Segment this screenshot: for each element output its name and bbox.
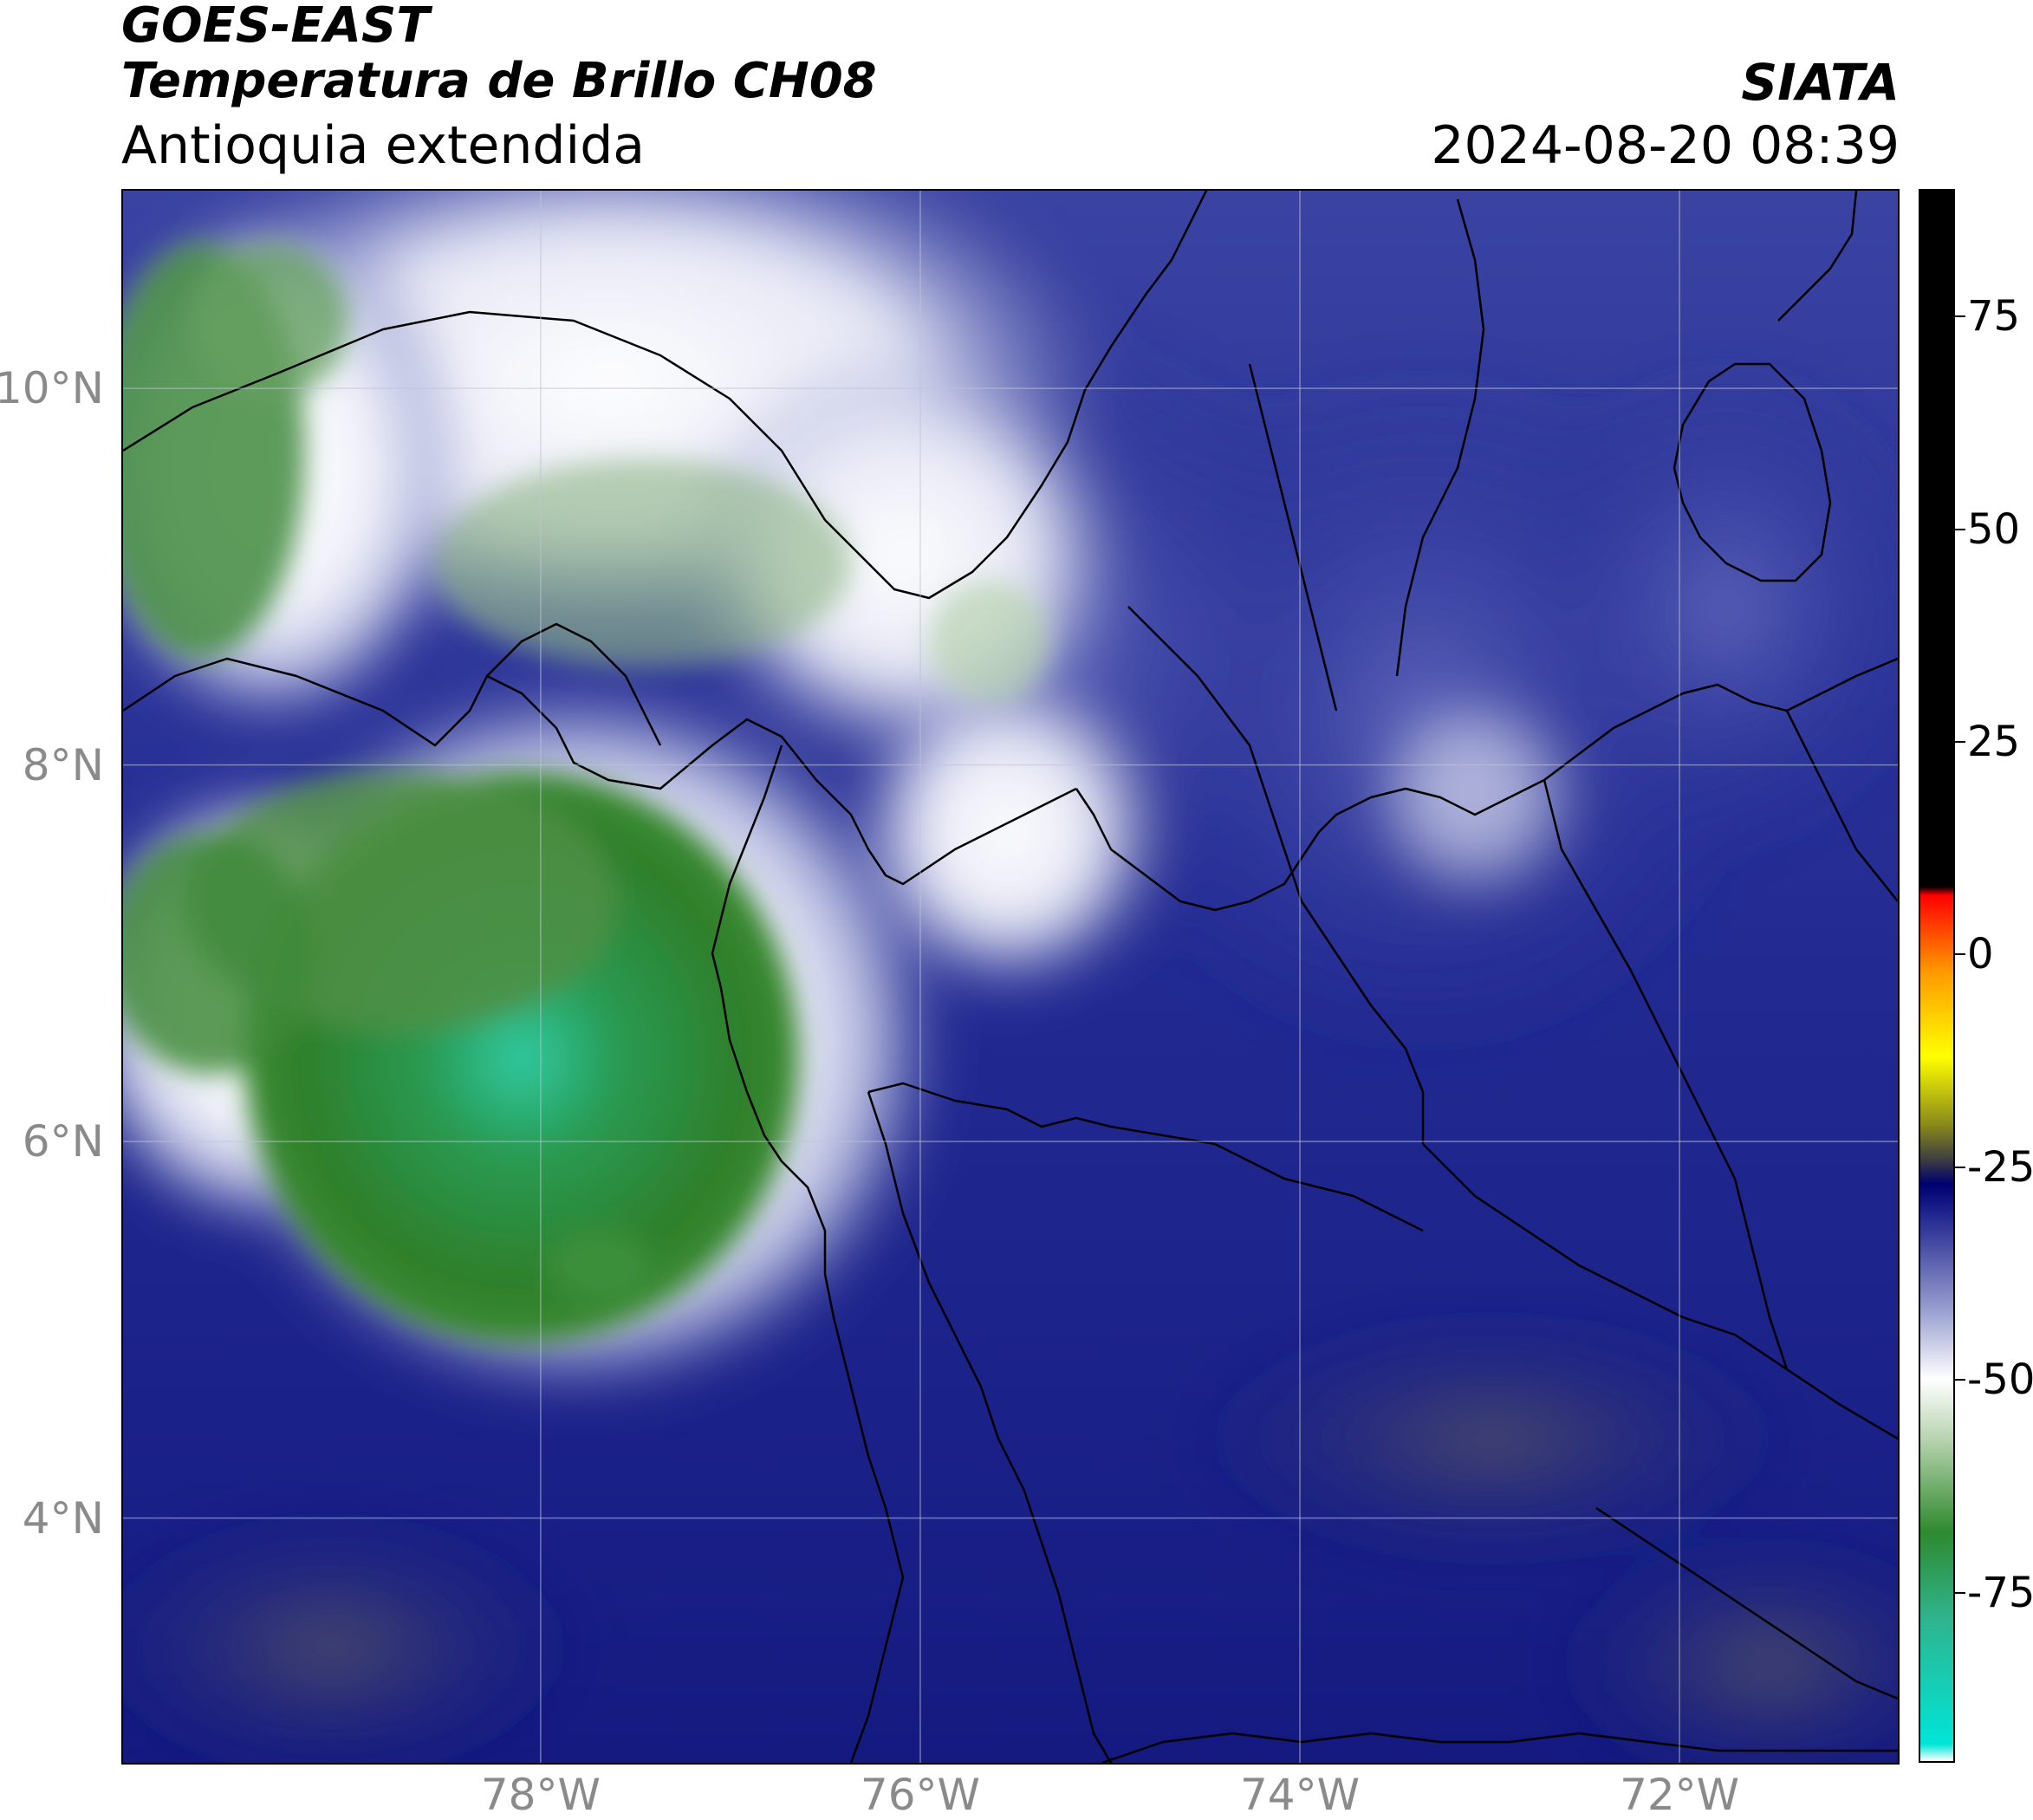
region-subtitle: Antioquia extendida	[121, 115, 646, 176]
colorbar-tick	[1955, 741, 1965, 744]
colorbar-label: 0	[1967, 930, 1994, 979]
colorbar-tick	[1955, 528, 1965, 530]
latitude-label: 4°N	[22, 1492, 104, 1544]
product-title: Temperatura de Brillo CH08	[121, 53, 877, 109]
colorbar-label: 75	[1967, 292, 2021, 341]
latitude-gridlines	[123, 387, 1898, 1519]
colorbar-label: 50	[1967, 504, 2021, 554]
colorbar-tick	[1955, 953, 1965, 956]
satellite-title: GOES-EAST	[121, 0, 430, 54]
cold-cloud-tops	[123, 243, 1050, 1343]
longitude-gridlines	[540, 191, 1680, 1763]
longitude-label: 76°W	[860, 1770, 980, 1820]
longitude-label: 78°W	[480, 1770, 601, 1820]
brightness-temperature-map	[123, 191, 1898, 1763]
colorbar-label: 25	[1967, 718, 2021, 767]
colorbar-tick	[1955, 1166, 1965, 1168]
map-panel	[121, 189, 1900, 1765]
coastlines-and-borders	[123, 191, 1898, 1763]
colorbar-tick	[1955, 315, 1965, 318]
latitude-label: 10°N	[0, 363, 104, 414]
colorbar-tick	[1955, 1379, 1965, 1381]
brand-label: SIATA	[1741, 53, 1900, 112]
colorbar-label: -50	[1967, 1355, 2033, 1405]
latitude-label: 6°N	[22, 1116, 104, 1167]
colorbar-label: -25	[1967, 1142, 2033, 1192]
longitude-label: 74°W	[1240, 1770, 1361, 1820]
colorbar-label: -75	[1967, 1568, 2033, 1617]
temperature-colorbar	[1919, 189, 1955, 1763]
longitude-label: 72°W	[1620, 1770, 1740, 1820]
timestamp-label: 2024-08-20 08:39	[1431, 115, 1900, 176]
colorbar-tick	[1955, 1591, 1965, 1594]
latitude-label: 8°N	[22, 739, 104, 790]
